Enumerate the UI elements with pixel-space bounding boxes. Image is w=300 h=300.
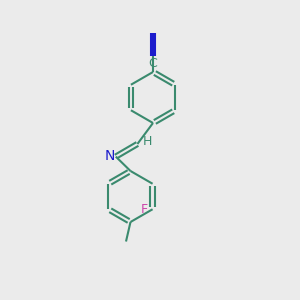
Text: C: C <box>148 57 158 70</box>
Text: N: N <box>104 149 115 163</box>
Text: H: H <box>143 135 152 148</box>
Text: F: F <box>141 203 148 216</box>
